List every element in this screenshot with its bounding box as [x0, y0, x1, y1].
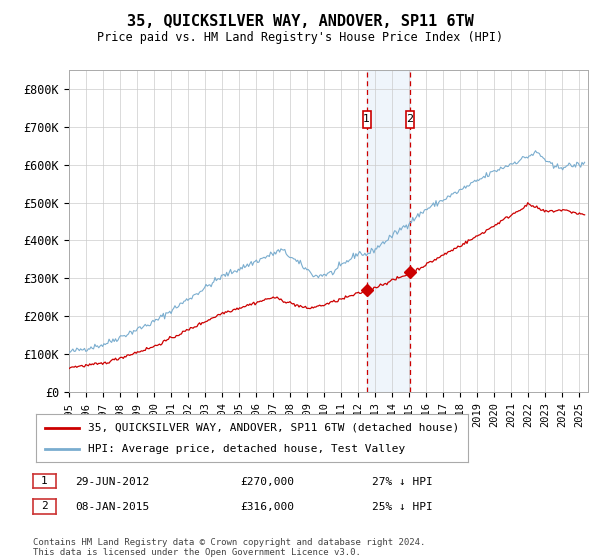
Text: 27% ↓ HPI: 27% ↓ HPI: [372, 477, 433, 487]
Text: HPI: Average price, detached house, Test Valley: HPI: Average price, detached house, Test…: [88, 444, 405, 454]
Text: Price paid vs. HM Land Registry's House Price Index (HPI): Price paid vs. HM Land Registry's House …: [97, 31, 503, 44]
Text: 1: 1: [41, 476, 48, 486]
Text: £316,000: £316,000: [240, 502, 294, 512]
Text: 2: 2: [407, 114, 414, 124]
Text: Contains HM Land Registry data © Crown copyright and database right 2024.
This d: Contains HM Land Registry data © Crown c…: [33, 538, 425, 557]
Text: 25% ↓ HPI: 25% ↓ HPI: [372, 502, 433, 512]
FancyBboxPatch shape: [406, 111, 415, 128]
Text: 1: 1: [363, 114, 370, 124]
Text: 2: 2: [41, 501, 48, 511]
Text: 35, QUICKSILVER WAY, ANDOVER, SP11 6TW: 35, QUICKSILVER WAY, ANDOVER, SP11 6TW: [127, 14, 473, 29]
Text: 29-JUN-2012: 29-JUN-2012: [75, 477, 149, 487]
Text: 35, QUICKSILVER WAY, ANDOVER, SP11 6TW (detached house): 35, QUICKSILVER WAY, ANDOVER, SP11 6TW (…: [88, 423, 459, 433]
Bar: [367, 70, 410, 392]
Text: £270,000: £270,000: [240, 477, 294, 487]
Text: 08-JAN-2015: 08-JAN-2015: [75, 502, 149, 512]
FancyBboxPatch shape: [362, 111, 371, 128]
